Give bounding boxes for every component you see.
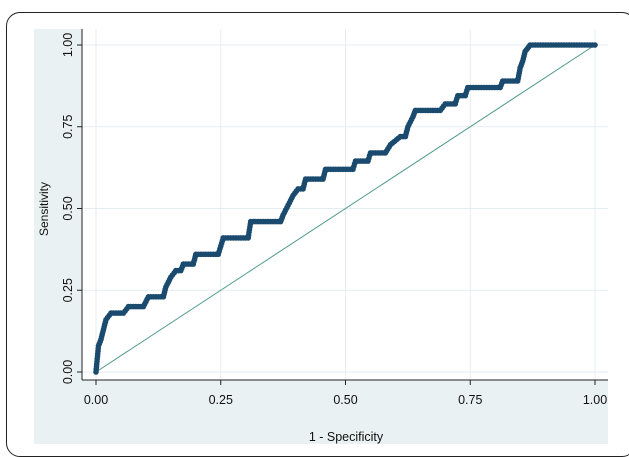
- axes: [77, 29, 608, 385]
- roc-curve: [93, 42, 598, 375]
- y-tick-label: 1.00: [61, 33, 75, 57]
- y-axis-label: Sensitivity: [37, 182, 51, 236]
- x-tick-label: 0.25: [209, 393, 233, 407]
- reference-line: [95, 44, 596, 373]
- x-axis-label: 1 - Specificity: [309, 430, 384, 444]
- roc-point: [592, 42, 598, 48]
- x-tick-label: 1.00: [583, 393, 607, 407]
- y-tick-label: 0.75: [61, 115, 75, 139]
- x-tick-label: 0.75: [458, 393, 482, 407]
- x-tick-label: 0.50: [333, 393, 357, 407]
- x-tick-label: 0.00: [84, 393, 108, 407]
- y-tick-label: 0.50: [61, 196, 75, 220]
- tick-labels: 0.00 0.25 0.50 0.75 1.00 0.00 0.25 0.50 0.75 1.00: [61, 33, 607, 407]
- y-tick-label: 0.00: [61, 360, 75, 384]
- roc-chart: 0.00 0.25 0.50 0.75 1.00 0.00 0.25 0.50 0.75 1.00…: [34, 29, 608, 444]
- y-tick-label: 0.25: [61, 278, 75, 302]
